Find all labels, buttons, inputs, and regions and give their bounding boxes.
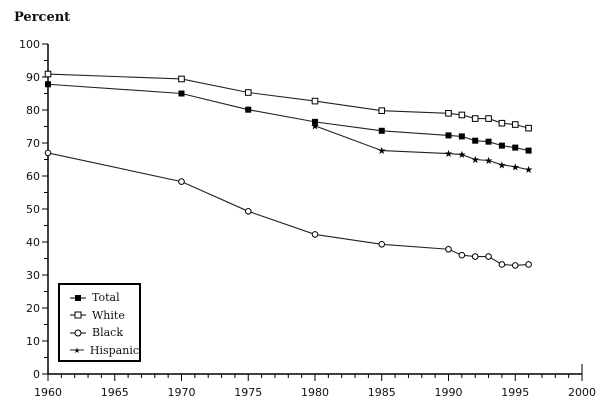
y-tick-label: 0: [33, 368, 40, 381]
data-point: [511, 121, 519, 128]
y-tick-label: 60: [26, 170, 40, 183]
x-tick-label: 1960: [34, 386, 62, 399]
open-square-marker-icon: [70, 311, 86, 319]
data-point: ★: [377, 146, 386, 157]
y-tick-label: 80: [26, 104, 40, 117]
series-line-hispanic: [314, 125, 529, 171]
data-point: ★: [457, 150, 466, 161]
y-tick-label: 100: [19, 38, 40, 51]
data-point: [311, 97, 319, 105]
data-point: [44, 70, 52, 78]
legend-item-white: White: [70, 307, 139, 325]
data-point: [498, 261, 506, 268]
y-tick-label: 70: [26, 137, 40, 150]
data-point: [378, 241, 386, 248]
data-point: [525, 124, 532, 132]
data-point: [178, 178, 185, 185]
legend-item-hispanic: ★ Hispanic: [70, 342, 139, 360]
y-tick-label: 20: [26, 302, 40, 315]
y-axis-title: Percent: [14, 10, 71, 25]
y-tick-label: 40: [26, 236, 40, 249]
series-line-black: [47, 152, 529, 266]
legend-label: Black: [92, 326, 123, 340]
data-point: [445, 110, 452, 117]
data-point: [485, 138, 492, 145]
data-point: [485, 253, 492, 260]
data-point: [458, 133, 465, 140]
data-point: [471, 253, 479, 260]
data-point: [485, 115, 492, 122]
data-point: ★: [511, 162, 520, 173]
data-point: ★: [484, 156, 493, 167]
data-point: [245, 106, 252, 113]
data-point: [512, 144, 519, 151]
open-circle-marker-icon: [70, 329, 86, 337]
legend-label: Hispanic: [89, 343, 139, 357]
legend-label: Total: [92, 291, 120, 305]
legend-item-total: Total: [70, 289, 139, 307]
x-tick-label: 1985: [368, 386, 396, 399]
x-tick-label: 1965: [101, 386, 129, 399]
data-point: [311, 231, 319, 238]
x-tick-label: 1990: [435, 386, 463, 399]
data-point: [525, 147, 532, 154]
y-tick-label: 10: [26, 335, 40, 348]
legend-item-black: Black: [70, 324, 139, 342]
data-point: ★: [444, 149, 453, 160]
data-point: [445, 245, 452, 253]
data-point: [458, 111, 466, 119]
data-point: [178, 90, 185, 97]
data-point: [45, 81, 51, 88]
svg-text:★: ★: [73, 346, 80, 355]
data-point: [244, 208, 252, 215]
series-line-total: [47, 83, 529, 152]
data-point: [498, 119, 506, 127]
data-point: [378, 127, 385, 134]
data-point: [378, 107, 386, 114]
legend-label: White: [92, 308, 125, 322]
data-point: [312, 118, 318, 125]
data-point: ★: [471, 155, 480, 166]
data-point: [511, 262, 519, 269]
x-tick-label: 1975: [234, 386, 262, 399]
x-tick-label: 1995: [501, 386, 529, 399]
data-point: [471, 115, 479, 122]
data-point: [178, 75, 185, 83]
data-point: [244, 89, 252, 96]
star-marker-icon: ★: [70, 346, 84, 355]
data-point: [498, 142, 505, 149]
data-point: ★: [311, 121, 320, 132]
y-tick-label: 50: [26, 203, 40, 216]
data-point: [472, 137, 479, 144]
y-tick-label: 30: [26, 269, 40, 282]
data-point: [458, 251, 466, 259]
series-line-white: [47, 73, 529, 129]
data-point: [525, 261, 532, 268]
x-tick-label: 1980: [301, 386, 329, 399]
x-tick-label: 2000: [568, 386, 596, 399]
data-point: [44, 149, 52, 157]
data-point: ★: [497, 160, 506, 171]
legend: Total White Black ★ Hispanic: [58, 283, 141, 362]
data-point: [445, 132, 452, 139]
filled-square-marker-icon: [70, 294, 86, 301]
x-tick-label: 1970: [168, 386, 196, 399]
data-point: ★: [524, 165, 533, 176]
y-tick-label: 90: [26, 71, 40, 84]
